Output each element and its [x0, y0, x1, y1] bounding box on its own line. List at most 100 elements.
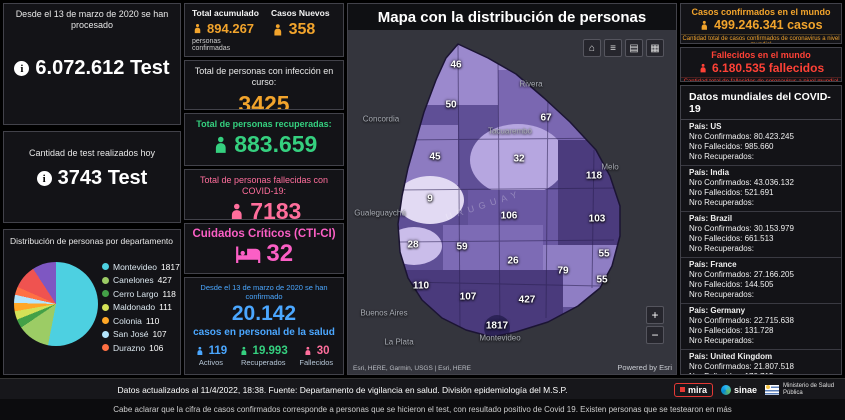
recovered-value: 883.659 [234, 131, 318, 157]
legend-item[interactable]: Canelones 427 [102, 275, 176, 285]
map-department-value: 106 [500, 210, 518, 222]
department-pie-chart [14, 262, 98, 346]
legend-value: 110 [145, 315, 160, 326]
active-cases-title: Total de personas con infección en curso… [194, 66, 334, 87]
legend-color-dot [102, 276, 109, 284]
map-department-value: 1817 [485, 320, 509, 332]
legend-item[interactable]: Cerro Largo 118 [102, 289, 176, 299]
country-confirmed: Nro Confirmados: 80.423.245 [689, 132, 794, 141]
tests-today-value-row: i 3743 Test [4, 167, 180, 190]
mira-logo[interactable]: mira [673, 382, 713, 397]
legend-color-dot [102, 344, 109, 351]
uruguay-flag-icon [765, 384, 779, 395]
country-name: País: United Kingdom [689, 352, 773, 361]
person-icon [702, 20, 708, 30]
map-department-value: 55 [598, 248, 610, 260]
country-confirmed: Nro Confirmados: 27.166.205 [689, 270, 794, 279]
legend-color-dot [102, 330, 109, 338]
footer-bar: Datos actualizados al 11/4/2022, 18:38. … [0, 378, 845, 400]
sinae-logo-text: sinae [733, 384, 757, 395]
country-recovered: Nro Recuperados: [689, 198, 754, 207]
world-country-list: País: US Nro Confirmados: 80.423.245 Nro F… [681, 120, 841, 374]
world-deaths-title: Fallecidos en el mundo [711, 50, 811, 60]
legend-item[interactable]: Colonia 110 [102, 316, 176, 326]
footer-logos: mira sinae Ministerio de Salud Pública [673, 381, 841, 398]
person-icon [231, 203, 242, 219]
map-canvas[interactable]: URUGUAY 46 50 67 45 32 118 9 106 103 28 59 26 55 79 55… [348, 30, 676, 374]
map-city-label: Tacuarembó [487, 126, 533, 136]
country-deaths: Nro Fallecidos: 170.715 [689, 372, 833, 374]
new-cases-title: Casos Nuevos [271, 8, 330, 18]
ministry-logo-text: Ministerio de Salud Pública [783, 382, 835, 396]
stat-value: 19.993 [239, 345, 288, 357]
country-block: País: France Nro Confirmados: 27.166.205 N… [681, 258, 841, 304]
country-recovered: Nro Recuperados: [689, 336, 754, 345]
sinae-logo[interactable]: sinae [720, 384, 757, 395]
new-cases-value: 358 [288, 21, 316, 38]
country-block: País: India Nro Confirmados: 43.036.132 Nr… [681, 166, 841, 212]
map-city-label: La Plata [384, 337, 414, 347]
legend-label: Montevideo [113, 261, 157, 272]
map-title: Mapa con la distribución de personas [348, 4, 676, 30]
health-personnel-caption: casos en personal de la salud [193, 327, 335, 338]
world-confirmed-title: Casos confirmados en el mundo [691, 7, 831, 17]
legend-color-dot [102, 290, 109, 297]
map-city-label: Montevideo [479, 333, 521, 343]
active-cases-value: 3425 [238, 91, 290, 110]
tests-processed-value-row: i 6.072.612 Test [4, 57, 180, 80]
legend-color-dot [102, 303, 109, 311]
stat-label: Recuperados [240, 358, 286, 367]
accumulated-caption: personas confirmadas [192, 38, 231, 52]
accumulated-panel: Total acumulado 894.267 personas confirm… [184, 3, 344, 57]
country-deaths: Nro Fallecidos: 521.691 [689, 188, 774, 197]
info-icon: i [14, 61, 30, 76]
legend-label: Colonia [113, 315, 142, 326]
zoom-in-button[interactable]: + [646, 306, 664, 324]
world-countries-panel: Datos mundiales del COVID-19 País: US Nro… [680, 85, 842, 375]
map-department-value: 103 [588, 213, 606, 225]
map-department-value: 32 [513, 153, 525, 165]
legend-item[interactable]: Montevideo 1817 [102, 261, 180, 272]
legend-label: Cerro Largo [113, 288, 159, 299]
world-deaths-panel: Fallecidos en el mundo 6.180.535 falleci… [680, 47, 842, 82]
map-city-label: Gualeguaychú [354, 208, 406, 218]
country-block: País: Germany Nro Confirmados: 22.715.638… [681, 304, 841, 350]
ministry-logo[interactable]: Ministerio de Salud Pública [765, 383, 841, 397]
person-icon [274, 24, 282, 36]
country-recovered: Nro Recuperados: [689, 290, 754, 299]
country-name: País: India [689, 168, 730, 177]
hospital-bed-icon [236, 246, 261, 263]
home-icon[interactable]: ⌂ [583, 39, 601, 57]
country-block: País: United Kingdom Nro Confirmados: 21.… [681, 350, 841, 374]
stat-value: 30 [299, 345, 333, 357]
map-department-value: 50 [445, 99, 457, 111]
tests-processed-value: 6.072.612 Test [35, 57, 170, 79]
legend-color-dot [102, 263, 109, 270]
legend-item[interactable]: Maldonado 111 [102, 302, 176, 312]
country-name: País: US [689, 122, 722, 131]
legend-value: 1817 [160, 261, 180, 272]
layers-icon[interactable]: ▤ [625, 39, 643, 57]
legend-label: Canelones [113, 275, 154, 285]
legend-value: 118 [162, 288, 176, 299]
health-personnel-intro: Desde el 13 de marzo de 2020 se han conf… [200, 283, 328, 301]
recovered-title: Total de personas recuperadas: [196, 119, 332, 129]
health-personnel-stats: 119 Activos 19.993 Recuperados 30 Fallecidos [185, 345, 343, 367]
legend-item[interactable]: San José 107 [102, 329, 176, 339]
legend-item[interactable]: Durazno 106 [102, 343, 176, 353]
person-icon [197, 346, 203, 356]
deaths-value-row: 7183 [185, 198, 343, 219]
map-department-value: 26 [507, 255, 519, 267]
basemap-icon[interactable]: ▦ [646, 39, 664, 57]
update-status-text: Datos actualizados al 11/4/2022, 18:38. … [117, 384, 568, 395]
stat-label: Fallecidos [299, 358, 334, 367]
tests-today-title: Cantidad de test realizados hoy [28, 148, 156, 158]
legend-value: 427 [157, 275, 172, 285]
legend-icon[interactable]: ≡ [604, 39, 622, 57]
world-confirmed-caption: Cantidad total de casos confirmados de c… [681, 34, 841, 43]
map-department-value: 46 [450, 59, 462, 71]
accumulated-title: Total acumulado [192, 8, 259, 18]
map-department-value: 427 [518, 294, 536, 306]
zoom-out-button[interactable]: − [646, 326, 664, 344]
